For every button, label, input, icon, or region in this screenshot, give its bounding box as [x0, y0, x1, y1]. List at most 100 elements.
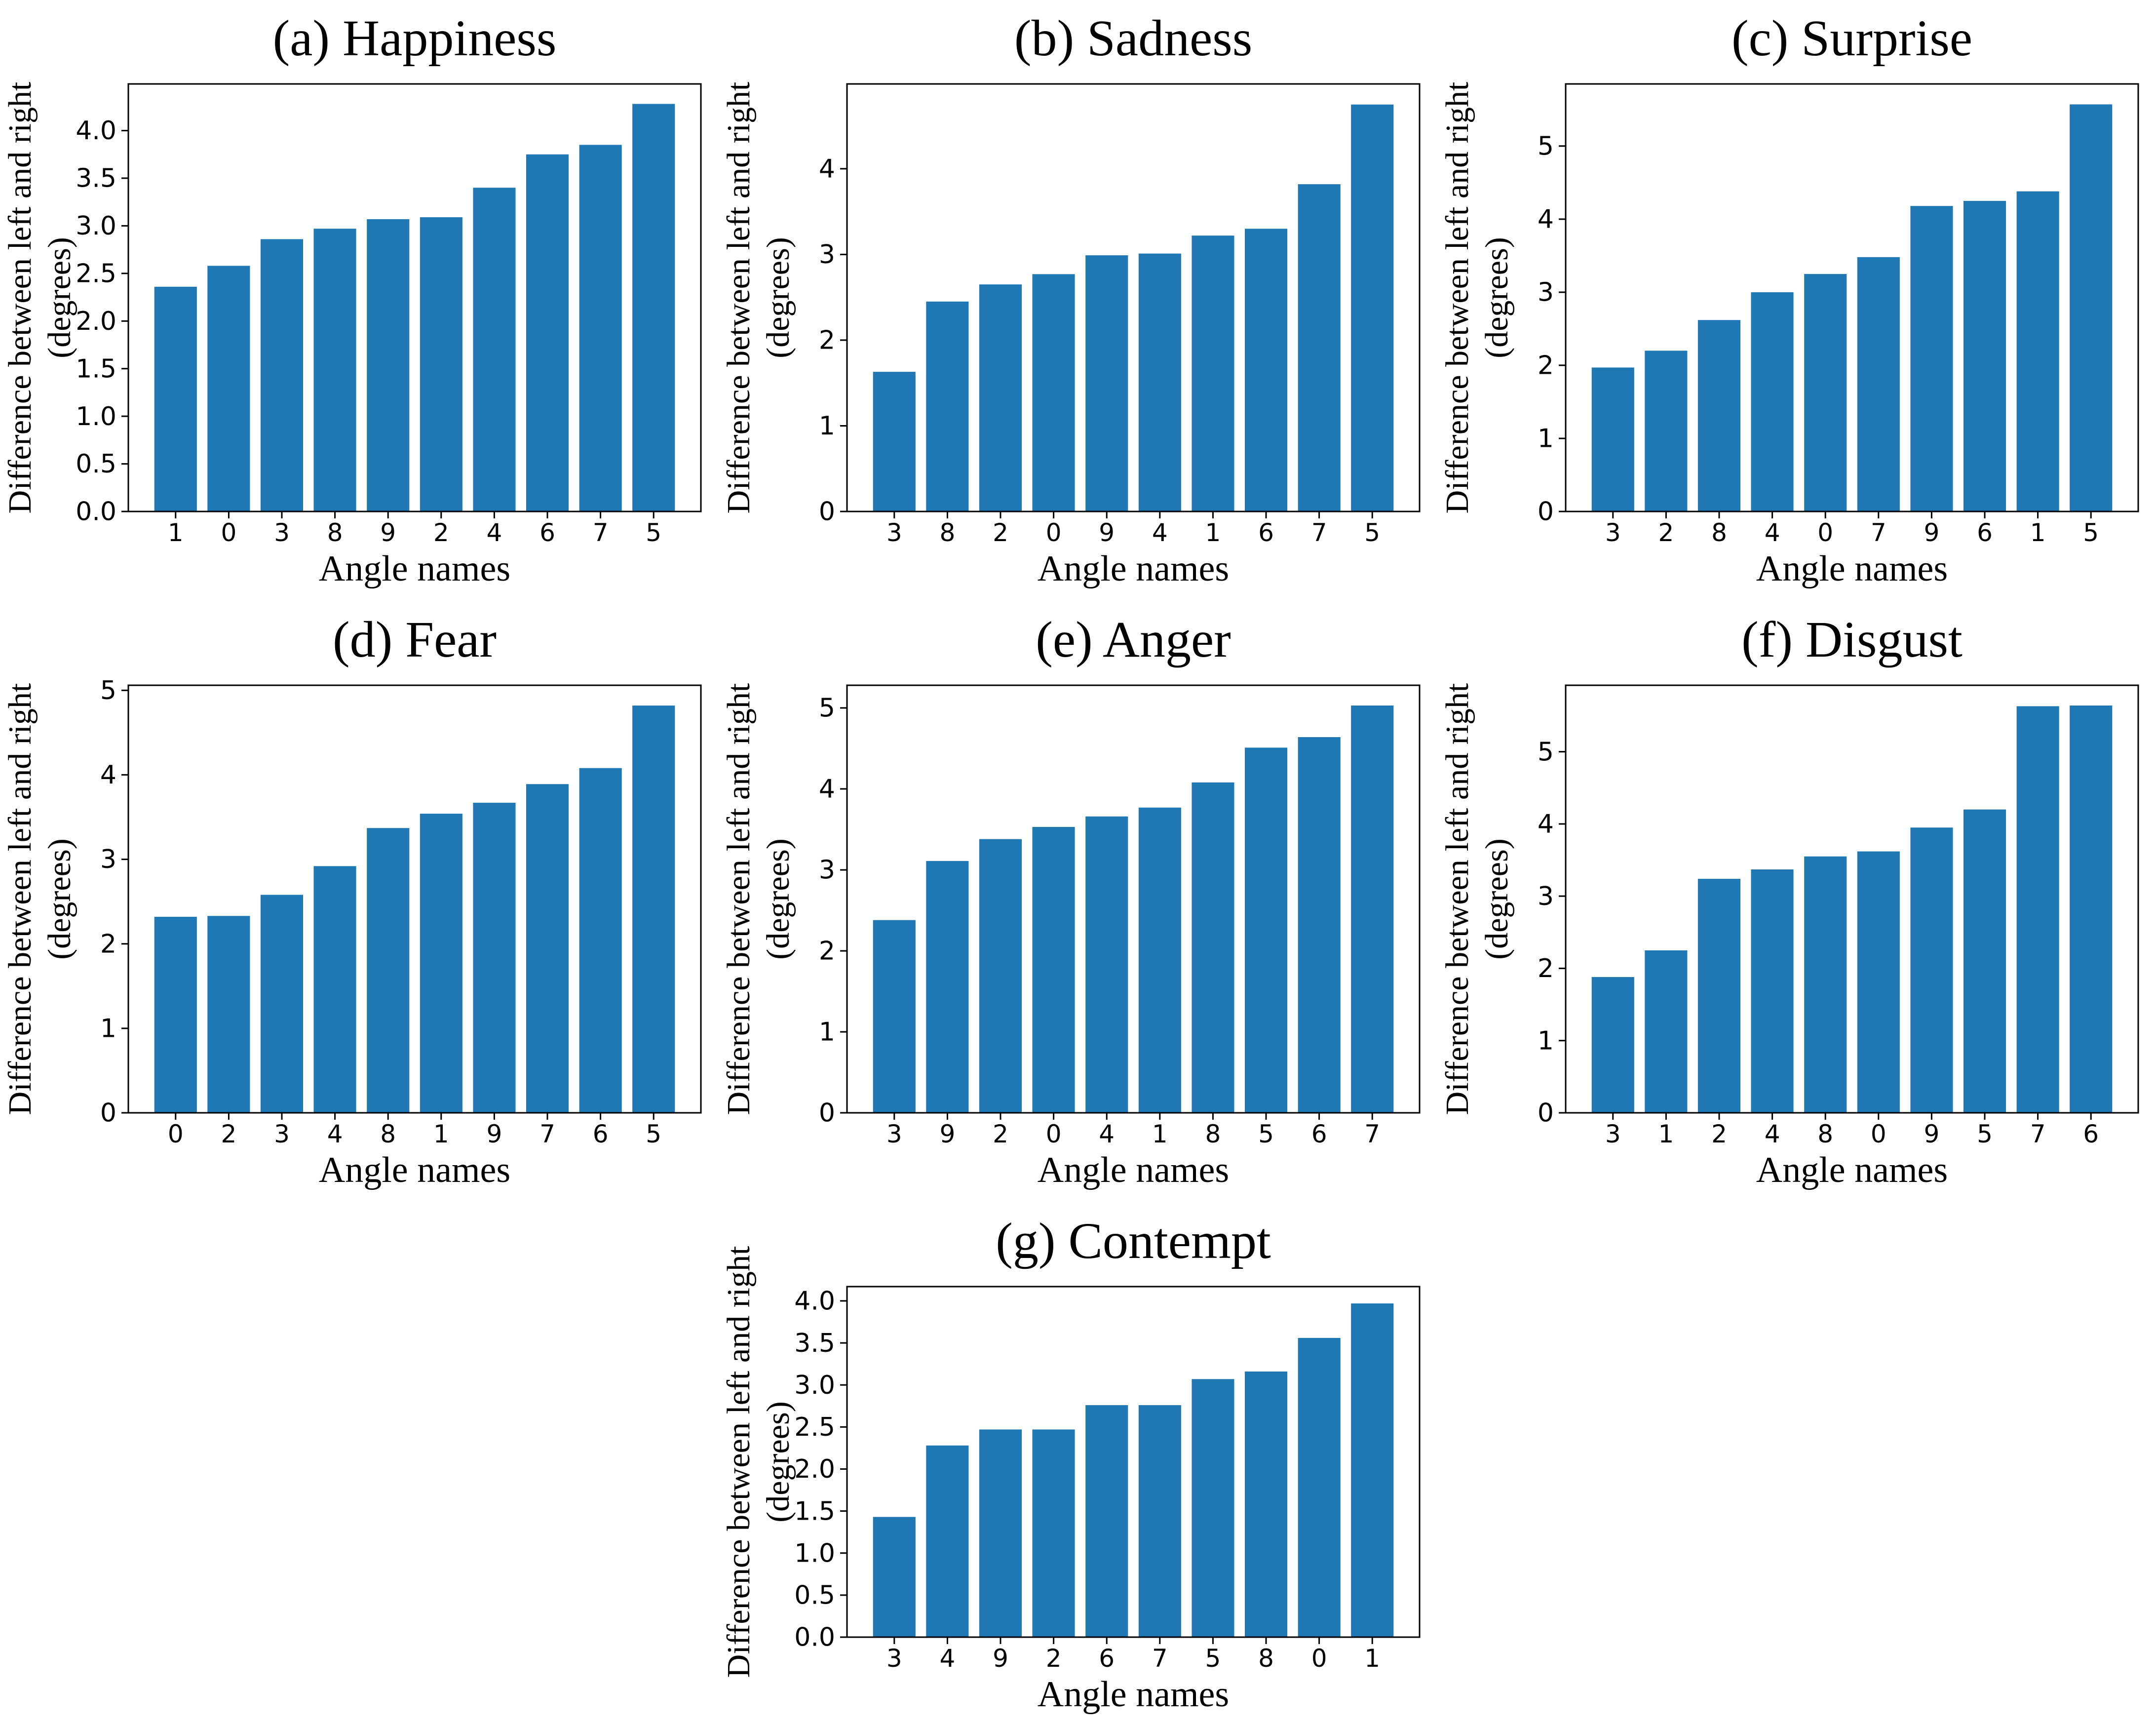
bar [1751, 292, 1794, 511]
bar [526, 784, 569, 1113]
bar [1857, 257, 1900, 511]
y-tick-label: 1.0 [794, 1538, 835, 1568]
bar [1032, 1429, 1075, 1637]
bar [1192, 782, 1234, 1113]
y-tick-label: 0 [1538, 1099, 1554, 1128]
x-tick-label: 9 [939, 1120, 955, 1148]
bar [579, 145, 622, 511]
x-tick-label: 2 [221, 1120, 236, 1148]
bar [154, 916, 197, 1113]
chart-row-1: (a) Happiness Difference between left and… [0, 0, 2156, 601]
y-tick-label: 3.0 [76, 211, 116, 241]
bar [1351, 1303, 1394, 1637]
x-tick-label: 2 [1658, 518, 1674, 547]
x-tick-label: 3 [1605, 1120, 1621, 1148]
plot-area-border [846, 1286, 1421, 1638]
x-tick-label: 1 [1205, 518, 1221, 547]
x-tick-label: 8 [380, 1120, 396, 1148]
bar [1697, 320, 1740, 511]
y-axis-label-line2: (degrees) [760, 838, 796, 960]
y-tick-label: 4 [1538, 205, 1554, 235]
bar [1804, 274, 1847, 511]
bar [420, 814, 462, 1113]
bar [1751, 869, 1794, 1113]
y-tick-label: 2 [100, 929, 116, 959]
y-tick-label: 4 [100, 760, 116, 790]
x-tick-label: 0 [1311, 1644, 1327, 1673]
x-tick-label: 4 [1152, 518, 1168, 547]
bar-chart-svg: (d) Fear Difference between left and righ… [2, 611, 702, 1190]
bar [1138, 1405, 1181, 1637]
x-tick-label: 0 [1817, 518, 1833, 547]
y-tick-label: 5 [819, 694, 835, 723]
y-tick-label: 3 [819, 240, 835, 270]
y-tick-label: 2 [819, 937, 835, 966]
bar [1591, 977, 1634, 1113]
bar [260, 239, 303, 511]
plot-area-border [1565, 684, 2139, 1114]
bar [313, 229, 356, 511]
y-tick-label: 2.5 [794, 1413, 835, 1442]
x-tick-label: 5 [2083, 518, 2099, 547]
y-axis-label-line2: (degrees) [760, 1401, 796, 1523]
y-tick-label: 1 [100, 1014, 116, 1044]
y-axis-label-line1: Difference between left and right [721, 683, 757, 1115]
bar [926, 861, 969, 1113]
y-tick-label: 1 [819, 1018, 835, 1047]
bar [1298, 184, 1341, 512]
bar [632, 104, 675, 511]
y-axis-label-line1: Difference between left and right [2, 683, 38, 1115]
bar-chart-svg: (e) Anger Difference between left and rig… [721, 611, 1421, 1190]
x-tick-label: 3 [886, 518, 902, 547]
x-tick-label: 8 [1817, 1120, 1833, 1148]
x-tick-label: 8 [1258, 1644, 1274, 1673]
y-tick-label: 0.0 [794, 1623, 835, 1652]
x-tick-label: 4 [486, 518, 502, 547]
x-axis-label: Angle names [1756, 549, 1948, 589]
plot-area-border [846, 83, 1421, 512]
x-tick-label: 3 [274, 518, 290, 547]
x-tick-label: 1 [1152, 1120, 1168, 1148]
chart-title: (d) Fear [333, 611, 497, 668]
bar-chart-svg: (g) Contempt Difference between left and … [721, 1213, 1421, 1715]
x-tick-label: 0 [221, 518, 236, 547]
bar [1085, 816, 1128, 1113]
x-tick-label: 8 [939, 518, 955, 547]
y-tick-label: 0.5 [794, 1581, 835, 1610]
x-tick-label: 5 [1364, 518, 1380, 547]
y-axis-label-line2: (degrees) [1479, 237, 1515, 358]
y-tick-label: 0 [819, 1099, 835, 1128]
y-tick-label: 0.5 [76, 449, 116, 479]
y-tick-label: 4.0 [76, 116, 116, 146]
x-tick-label: 6 [2083, 1120, 2099, 1148]
chart-title: (c) Surprise [1732, 10, 1972, 67]
bar [2016, 706, 2059, 1113]
bar [1192, 236, 1234, 511]
x-tick-label: 5 [646, 518, 661, 547]
bar [1964, 809, 2006, 1113]
chart-title: (a) Happiness [273, 10, 557, 67]
y-tick-label: 1.5 [76, 354, 116, 384]
y-tick-label: 2.0 [794, 1454, 835, 1484]
y-axis-label-line1: Difference between left and right [1439, 683, 1475, 1115]
bar [873, 1517, 916, 1637]
x-tick-label: 7 [2030, 1120, 2046, 1148]
x-tick-label: 6 [1099, 1644, 1115, 1673]
y-tick-label: 0 [819, 497, 835, 527]
bar [2016, 191, 2059, 512]
y-tick-label: 0.0 [76, 497, 116, 527]
x-tick-label: 7 [593, 518, 609, 547]
bar [1591, 367, 1634, 511]
bar [367, 219, 410, 511]
bar [1245, 1372, 1288, 1637]
bar [2070, 706, 2113, 1113]
y-tick-label: 1.5 [794, 1496, 835, 1526]
x-tick-label: 1 [433, 1120, 449, 1148]
x-tick-label: 4 [1765, 1120, 1780, 1148]
x-tick-label: 4 [939, 1644, 955, 1673]
x-tick-label: 7 [1364, 1120, 1380, 1148]
x-tick-label: 2 [1046, 1644, 1062, 1673]
y-tick-label: 3.5 [794, 1329, 835, 1358]
x-tick-label: 5 [646, 1120, 661, 1148]
bar [313, 866, 356, 1113]
